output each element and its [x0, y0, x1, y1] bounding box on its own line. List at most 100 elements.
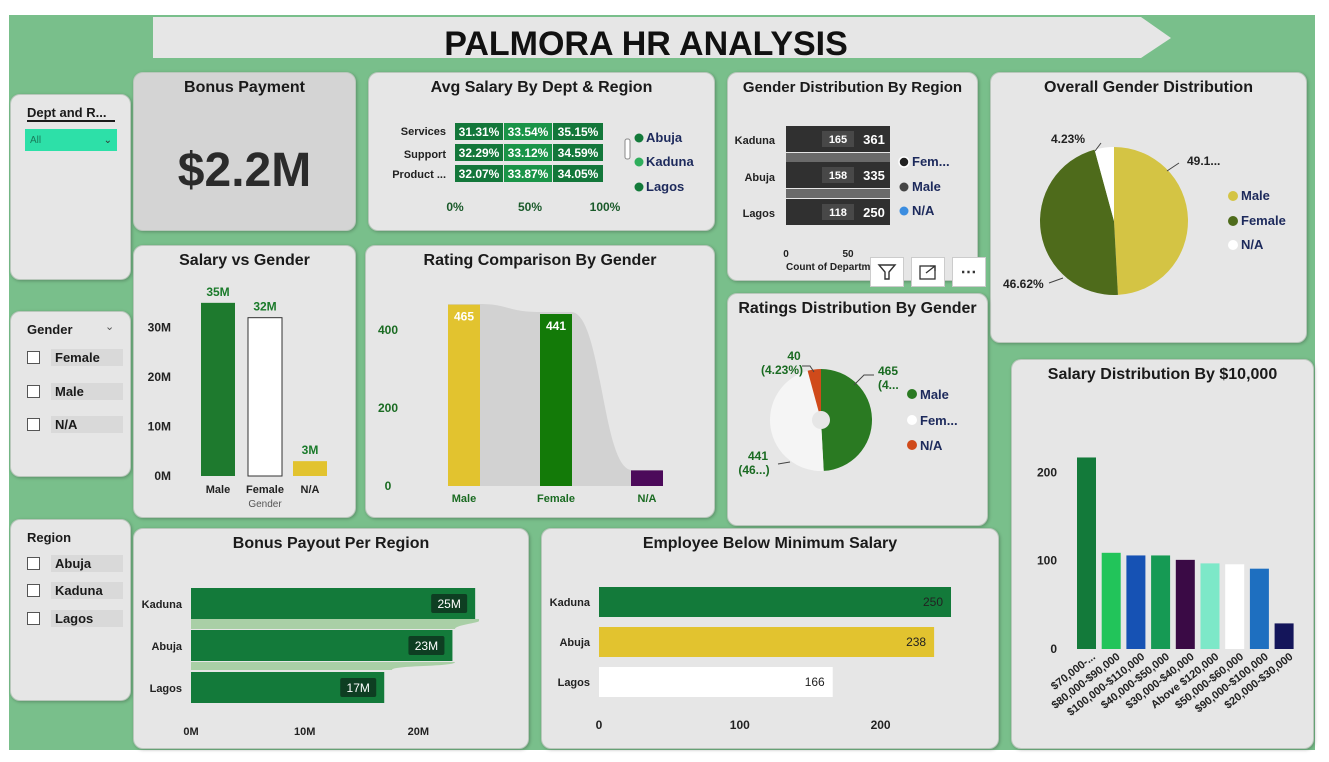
focus-mode-icon	[919, 265, 936, 280]
matrix-cell	[553, 165, 603, 182]
axis-tick: 200	[378, 401, 398, 415]
overall-gender-pie: 4.23% 49.1... 46.62% Male Female N/A	[1003, 132, 1286, 295]
bar[interactable]	[1249, 568, 1269, 649]
bar[interactable]	[448, 304, 480, 486]
checkbox[interactable]	[27, 556, 40, 570]
ribbon	[191, 662, 455, 670]
overall-gender-card[interactable]: Overall Gender Distribution 4.23% 49.1..…	[990, 72, 1307, 343]
rating-comparison-card[interactable]: Rating Comparison By Gender 0 200 400 465 Ma…	[365, 245, 715, 518]
bar[interactable]	[1274, 623, 1294, 649]
focus-mode-icon[interactable]	[911, 257, 945, 287]
row-label: Services	[401, 126, 446, 138]
slicer-item-abuja[interactable]: Abuja	[27, 553, 123, 573]
axis-tick: 30M	[148, 321, 171, 335]
pie-slice[interactable]	[1094, 147, 1114, 221]
chevron-down-icon[interactable]: ⌄	[105, 321, 115, 333]
matrix-cell	[504, 144, 552, 161]
bar-inner[interactable]	[822, 167, 854, 183]
pie-slice[interactable]	[1040, 149, 1118, 295]
bar[interactable]	[631, 470, 663, 486]
axis-label: Abuja	[559, 637, 590, 649]
checkbox[interactable]	[27, 417, 40, 431]
data-label: 23M	[415, 639, 438, 653]
axis-tick: 20M	[408, 726, 429, 738]
gender-by-region-card[interactable]: Gender Distribution By Region Kaduna Abu…	[727, 72, 978, 281]
card-title: Bonus Payout Per Region	[232, 535, 430, 552]
data-label: 35M	[206, 285, 229, 299]
data-label: 465	[454, 310, 474, 324]
filter-icon	[877, 264, 897, 280]
axis-tick: 50	[842, 249, 854, 260]
bar[interactable]	[1151, 555, 1171, 649]
bar[interactable]	[201, 302, 235, 476]
axis-label: Abuja	[744, 172, 775, 184]
pie-slice[interactable]	[821, 369, 872, 471]
axis-label: N/A	[638, 493, 657, 505]
pie-slices	[770, 369, 872, 471]
bar[interactable]	[599, 667, 833, 697]
bar[interactable]	[293, 461, 327, 476]
axis-tick: 10M	[294, 726, 315, 738]
pie-slice[interactable]	[807, 369, 821, 420]
axis-tick: 20M	[148, 370, 171, 384]
pie-slice[interactable]	[770, 370, 824, 471]
bar[interactable]	[1077, 457, 1096, 649]
bar[interactable]	[1225, 564, 1245, 649]
card-title: Bonus Payment	[184, 79, 305, 96]
salary-distribution-card[interactable]: Salary Distribution By $10,000 0 100 200 $7…	[1011, 359, 1314, 749]
slicer-item-lagos[interactable]: Lagos	[27, 608, 123, 628]
bar[interactable]	[1200, 563, 1220, 649]
bar[interactable]	[1101, 552, 1121, 649]
bar[interactable]	[247, 317, 283, 477]
axis-title: Count of Departm...	[786, 262, 879, 273]
slicer-item-kaduna[interactable]: Kaduna	[27, 580, 123, 600]
gender-slicer[interactable]: Gender ⌄ Female Male N/A	[10, 311, 131, 477]
legend-label: N/A	[920, 438, 943, 453]
pie-label: 465	[878, 364, 898, 378]
dept-region-slicer[interactable]: Dept and R... All ⌄	[10, 94, 131, 280]
page-title: PALMORA HR ANALYSIS	[444, 25, 848, 59]
bonus-payment-card[interactable]: Bonus Payment $2.2M	[133, 72, 356, 231]
salary-vs-gender-card[interactable]: Salary vs Gender Gender 0M 10M 20M 30M 35M Ma…	[133, 245, 356, 518]
ratings-distribution-card[interactable]: Ratings Distribution By Gender 40 (4.23%…	[727, 293, 988, 526]
bar[interactable]	[599, 587, 951, 617]
checkbox[interactable]	[27, 384, 40, 398]
bar[interactable]	[1175, 559, 1195, 649]
pie-label: 4.23%	[1051, 132, 1085, 146]
below-min-salary-card[interactable]: Employee Below Minimum Salary 250 Kaduna 2…	[541, 528, 999, 749]
checkbox[interactable]	[27, 611, 40, 625]
bar-inner[interactable]	[822, 131, 854, 147]
region-slicer[interactable]: Region Abuja Kaduna Lagos	[10, 519, 131, 701]
slicer-item-male[interactable]: Male	[27, 381, 123, 401]
filter-icon[interactable]	[870, 257, 904, 287]
checkbox[interactable]	[27, 583, 40, 597]
matrix-value: 33.54%	[508, 125, 549, 139]
checkbox[interactable]	[27, 350, 40, 364]
legend-scrollbar[interactable]	[624, 138, 631, 160]
row-label: Product ...	[392, 169, 446, 181]
rating-comparison-chart: 0 200 400 465 Male 441 Female N/A	[378, 304, 663, 505]
bar[interactable]	[191, 588, 476, 619]
bar[interactable]	[599, 627, 935, 657]
avg-salary-matrix-card[interactable]: Avg Salary By Dept & Region Services Sup…	[368, 72, 715, 231]
bonus-per-region-card[interactable]: Bonus Payout Per Region 25M Kaduna 23M Abuj…	[133, 528, 529, 749]
more-options-icon[interactable]: ⋯	[952, 257, 986, 287]
ribbon	[786, 189, 890, 198]
data-label: 250	[863, 205, 885, 220]
legend-label: Lagos	[646, 179, 684, 194]
bar-inner[interactable]	[822, 204, 854, 220]
axis-label: Lagos	[558, 677, 590, 689]
matrix-cell	[455, 123, 503, 140]
pie-slice[interactable]	[1114, 147, 1189, 295]
dept-region-dropdown[interactable]: All ⌄	[25, 129, 117, 151]
slicer-item-female[interactable]: Female	[27, 347, 123, 367]
legend-label: Male	[912, 179, 941, 194]
bonus-per-region-chart: 25M Kaduna 23M Abuja 17M Lagos 0M 10M 20M	[142, 588, 479, 738]
pie-label: 441	[748, 449, 768, 463]
bar[interactable]	[540, 314, 572, 486]
slicer-item-na[interactable]: N/A	[27, 414, 123, 434]
bar[interactable]	[1126, 555, 1146, 649]
pie-label: 49.1...	[1187, 154, 1220, 168]
axis-tick: 0	[1050, 642, 1057, 656]
